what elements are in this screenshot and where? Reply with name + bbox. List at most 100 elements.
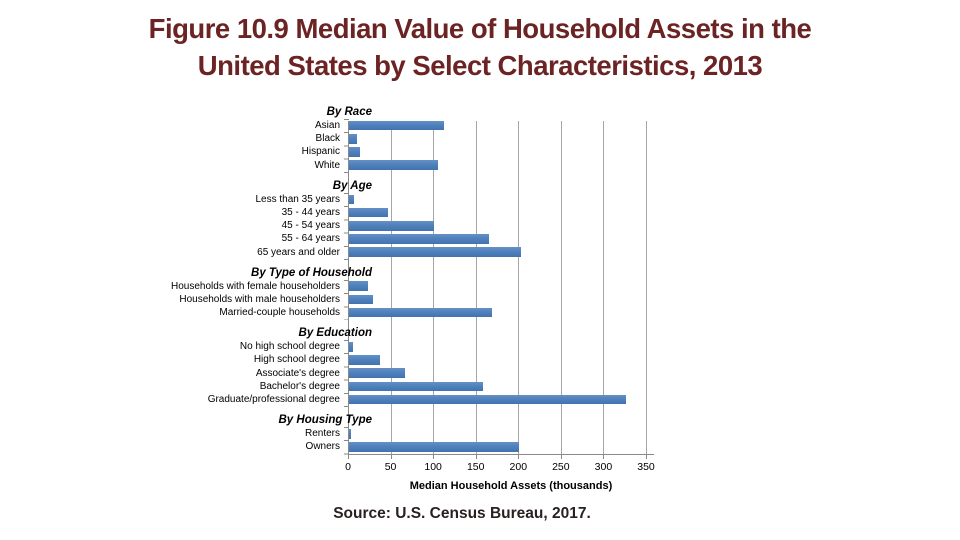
chart-rows: By Race Asian Black Hispanic White By Age Less… — [0, 101, 960, 455]
gridline — [560, 121, 562, 454]
x-axis-tick-label: 250 — [552, 461, 570, 473]
bar-track — [346, 306, 960, 319]
bar — [349, 234, 489, 244]
bar — [349, 281, 368, 292]
bar — [349, 294, 373, 305]
x-axis-tick — [348, 454, 349, 459]
bar — [349, 355, 380, 365]
gridline — [433, 121, 435, 454]
bar — [349, 381, 483, 392]
bar-row: Married-couple households — [0, 306, 960, 319]
x-axis-tick-label: 300 — [594, 461, 613, 473]
category-axis-ticks — [344, 427, 349, 455]
figure-title: Figure 10.9 Median Value of Household As… — [0, 10, 960, 84]
category-label: Owners — [305, 441, 340, 453]
category-label: Asian — [314, 120, 340, 131]
category-axis-ticks — [344, 279, 349, 321]
bar-track — [346, 440, 960, 453]
chart-section: By Race Asian Black Hispanic White — [0, 101, 960, 173]
bar-track — [346, 293, 960, 306]
bar-row: Associate's degree — [0, 367, 960, 380]
group-header: By Type of Household — [251, 266, 372, 279]
chart-section: By Education No high school degree High sc… — [0, 322, 960, 408]
x-axis-line — [348, 454, 654, 455]
x-axis-tick-label: 0 — [345, 461, 351, 473]
bar-track — [346, 340, 960, 353]
category-label: 65 years and older — [257, 246, 340, 258]
bar — [349, 147, 361, 157]
x-axis-tick — [560, 454, 562, 459]
x-axis-tick — [390, 454, 392, 459]
group-header: By Race — [326, 106, 372, 118]
bar-track — [346, 380, 960, 393]
bar — [349, 368, 406, 379]
category-label: High school degree — [253, 354, 340, 366]
category-label: Black — [315, 133, 340, 145]
bar — [349, 207, 389, 218]
x-axis-tick — [433, 454, 435, 459]
bar-chart: By Race Asian Black Hispanic White By Age Less… — [0, 101, 960, 521]
bar-row: 35 - 44 years — [0, 206, 960, 219]
gridline — [603, 121, 605, 454]
category-label: No high school degree — [239, 341, 340, 353]
chart-section: By Type of Household Households with fema… — [0, 262, 960, 321]
category-label: White — [314, 159, 340, 171]
category-label: Hispanic — [301, 146, 340, 158]
x-axis-tick-label: 100 — [424, 461, 442, 473]
category-label: Renters — [304, 428, 340, 440]
figure-title-line-1: Figure 10.9 Median Value of Household As… — [148, 13, 812, 44]
group-header: By Age — [332, 179, 372, 192]
bar-row: High school degree — [0, 353, 960, 366]
bar-row: Bachelor's degree — [0, 380, 960, 393]
bar-track — [346, 119, 960, 132]
bar — [349, 428, 351, 439]
bar-row: Renters — [0, 427, 960, 440]
bar-row: Hispanic — [0, 145, 960, 158]
bar-track — [346, 232, 960, 245]
category-axis-ticks — [344, 119, 349, 173]
category-label: Bachelor's degree — [259, 380, 340, 392]
bar-row: Owners — [0, 440, 960, 453]
bar — [349, 133, 357, 144]
bar-row: Households with female householders — [0, 280, 960, 293]
bar-track — [346, 427, 960, 440]
bar — [349, 307, 493, 318]
bar — [349, 342, 354, 352]
bar-track — [346, 280, 960, 293]
group-header: By Housing Type — [278, 414, 373, 427]
bar — [349, 442, 520, 452]
source-caption: Source: U.S. Census Bureau, 2017. — [333, 505, 591, 522]
bar-row: Households with male householders — [0, 293, 960, 306]
x-axis-tick-label: 150 — [466, 461, 485, 473]
bar-track — [346, 132, 960, 145]
gridline — [518, 121, 520, 454]
bar-track — [346, 353, 960, 366]
bar — [349, 394, 626, 405]
bar-track — [346, 159, 960, 172]
bar-track — [346, 193, 960, 206]
bar-track — [346, 145, 960, 158]
category-label: Households with male householders — [179, 293, 340, 305]
x-axis-tick-label: 50 — [384, 461, 397, 473]
x-axis-title: Median Household Assets (thousands) — [409, 480, 613, 492]
bar-row: Less than 35 years — [0, 193, 960, 206]
category-label: Households with female householders — [171, 280, 340, 292]
category-label: Graduate/professional degree — [207, 394, 340, 405]
chart-section: By Age Less than 35 years 35 - 44 years 45 … — [0, 175, 960, 260]
bar — [349, 220, 435, 231]
bar — [349, 120, 445, 131]
bar — [349, 247, 521, 257]
gridline — [475, 121, 477, 454]
bar-row: 55 - 64 years — [0, 232, 960, 245]
bar-track — [346, 367, 960, 380]
gridline — [646, 121, 647, 454]
category-label: Less than 35 years — [255, 193, 341, 205]
figure-title-line-2: United States by Select Characteristics,… — [197, 50, 763, 81]
bar-row: Graduate/professional degree — [0, 393, 960, 406]
bar-row: 65 years and older — [0, 246, 960, 259]
bar-track — [346, 206, 960, 219]
category-axis-ticks — [344, 192, 349, 260]
x-axis-tick-label: 200 — [509, 461, 528, 473]
bar-row: No high school degree — [0, 340, 960, 353]
bar — [349, 160, 438, 170]
